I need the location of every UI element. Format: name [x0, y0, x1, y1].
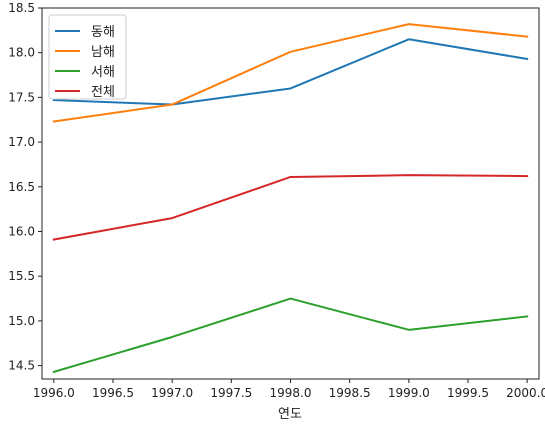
- legend-box: [48, 14, 127, 100]
- y-tick-label: 17.0: [8, 135, 35, 149]
- y-tick-label: 17.5: [8, 90, 35, 104]
- x-tick-label: 1997.0: [151, 386, 193, 400]
- series-line-1: [52, 23, 529, 123]
- x-tick-label: 1999.0: [388, 386, 430, 400]
- x-tick-label: 1998.0: [270, 386, 312, 400]
- axis-ticks: 1996.0 1996.5 1997.0 1997.5 1998.0 1998.5 1999…: [8, 1, 545, 400]
- x-tick-label: 1996.5: [92, 386, 134, 400]
- legend-label: 서해: [91, 65, 115, 80]
- series-line-0: [52, 38, 529, 106]
- y-tick-label: 18.5: [8, 1, 35, 15]
- y-tick-label: 15.0: [8, 314, 35, 328]
- y-tick-label: 18.0: [8, 46, 35, 60]
- x-tick-label: 1997.5: [210, 386, 252, 400]
- x-tick-label: 2000.0: [506, 386, 545, 400]
- legend-label: 남해: [91, 45, 115, 60]
- legend-label: 동해: [91, 25, 115, 40]
- x-tick-label: 1998.5: [329, 386, 371, 400]
- y-tick-label: 16.5: [8, 180, 35, 194]
- series-line-2: [52, 297, 529, 374]
- x-tick-label: 1999.5: [447, 386, 489, 400]
- legend-label: 전체: [91, 85, 115, 100]
- x-axis-label: 연도: [278, 407, 302, 422]
- y-tick-label: 15.5: [8, 269, 35, 283]
- y-tick-label: 14.5: [8, 359, 35, 373]
- x-tick-label: 1996.0: [33, 386, 75, 400]
- series-line-3: [52, 174, 529, 241]
- series-lines: [52, 23, 529, 374]
- y-tick-label: 16.0: [8, 224, 35, 238]
